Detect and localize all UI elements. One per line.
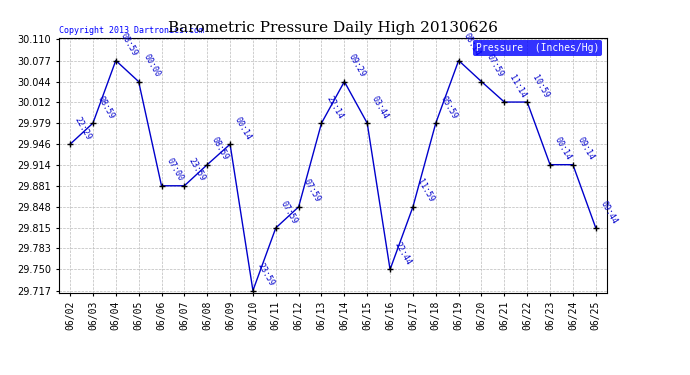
Text: 23:59: 23:59 (256, 262, 276, 288)
Text: 08:14: 08:14 (462, 32, 482, 58)
Text: Copyright 2013 Dartronics.com: Copyright 2013 Dartronics.com (59, 26, 204, 35)
Text: 08:59: 08:59 (119, 32, 139, 58)
Text: 22:14: 22:14 (324, 94, 344, 120)
Text: 03:44: 03:44 (370, 94, 391, 120)
Text: 09:29: 09:29 (347, 53, 368, 79)
Title: Barometric Pressure Daily High 20130626: Barometric Pressure Daily High 20130626 (168, 21, 498, 35)
Text: 09:44: 09:44 (598, 199, 619, 225)
Text: 07:59: 07:59 (279, 199, 299, 225)
Text: 11:14: 11:14 (507, 73, 527, 99)
Text: 00:14: 00:14 (233, 115, 253, 141)
Text: 08:59: 08:59 (210, 136, 230, 162)
Text: 07:59: 07:59 (484, 53, 504, 79)
Text: 08:59: 08:59 (96, 94, 116, 120)
Text: 07:59: 07:59 (302, 178, 322, 204)
Text: 05:59: 05:59 (439, 94, 459, 120)
Text: 10:59: 10:59 (530, 73, 551, 99)
Text: 22:44: 22:44 (393, 241, 413, 267)
Text: 00:00: 00:00 (141, 53, 161, 79)
Text: 11:59: 11:59 (415, 178, 436, 204)
Text: 09:14: 09:14 (575, 136, 596, 162)
Text: 07:00: 07:00 (164, 157, 185, 183)
Text: 23:59: 23:59 (187, 157, 208, 183)
Text: 00:14: 00:14 (553, 136, 573, 162)
Text: 22:29: 22:29 (73, 115, 93, 141)
Legend: Pressure  (Inches/Hg): Pressure (Inches/Hg) (473, 40, 602, 56)
